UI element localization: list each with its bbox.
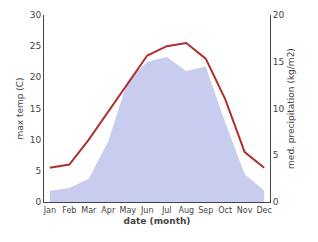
svg-text:30: 30	[30, 10, 42, 20]
svg-text:Oct: Oct	[218, 206, 232, 215]
svg-text:5: 5	[35, 166, 41, 176]
svg-text:5: 5	[273, 150, 279, 160]
svg-text:Jul: Jul	[161, 206, 172, 215]
svg-text:date (month): date (month)	[124, 216, 191, 226]
svg-text:10: 10	[30, 135, 42, 145]
svg-text:May: May	[120, 206, 137, 215]
svg-text:med. precipitation (kg/m2): med. precipitation (kg/m2)	[286, 48, 296, 169]
svg-text:20: 20	[273, 10, 285, 20]
svg-text:Jun: Jun	[140, 206, 154, 215]
svg-text:Aug: Aug	[178, 206, 194, 215]
svg-text:0: 0	[273, 197, 279, 207]
svg-text:25: 25	[30, 41, 41, 51]
svg-text:Sep: Sep	[198, 206, 213, 215]
svg-text:15: 15	[30, 104, 41, 114]
svg-text:20: 20	[30, 72, 42, 82]
svg-text:0: 0	[35, 197, 41, 207]
svg-text:Jan: Jan	[43, 206, 56, 215]
svg-text:Apr: Apr	[101, 206, 116, 215]
svg-text:Dec: Dec	[256, 206, 271, 215]
svg-text:max temp (C): max temp (C)	[15, 77, 25, 139]
svg-text:Mar: Mar	[81, 206, 97, 215]
svg-text:Nov: Nov	[237, 206, 253, 215]
svg-text:10: 10	[273, 104, 285, 114]
svg-text:Feb: Feb	[62, 206, 76, 215]
svg-text:15: 15	[273, 57, 284, 67]
